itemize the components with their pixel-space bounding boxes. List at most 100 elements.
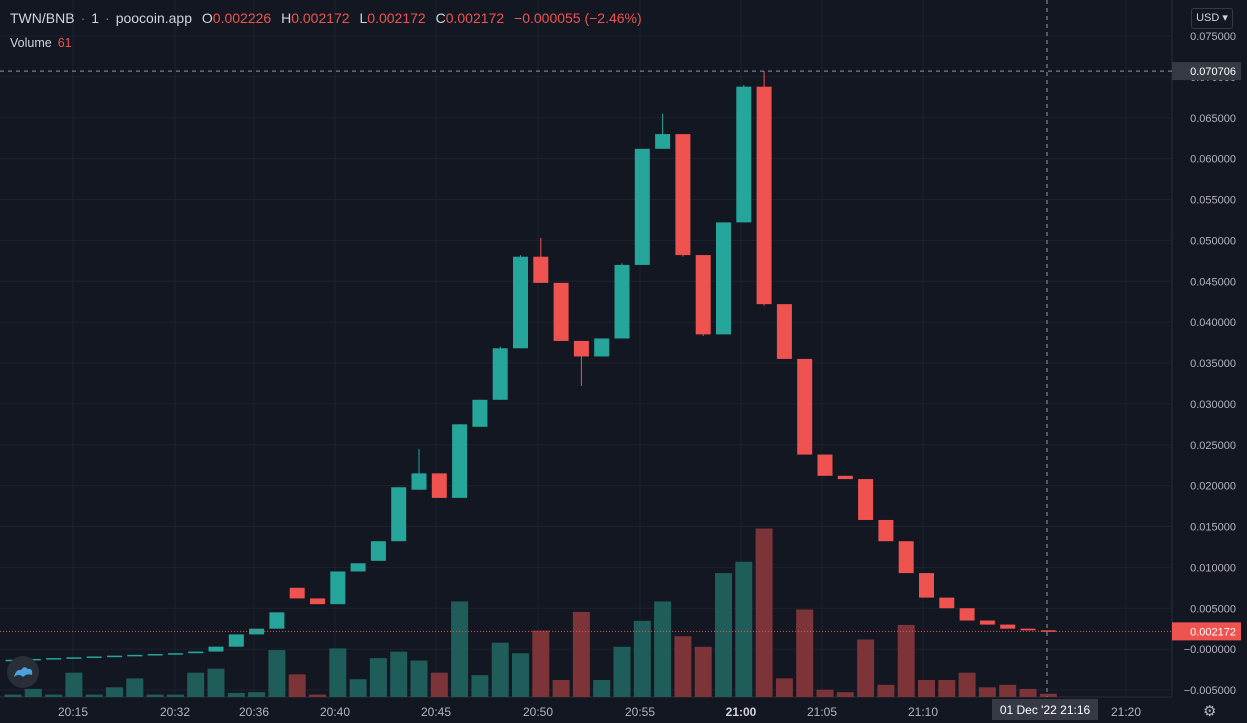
candle-body [817,454,833,476]
volume-value: 61 [57,36,72,50]
volume-bar [633,620,651,697]
volume-bar [1019,688,1037,697]
candle-body [350,563,366,572]
candle-body [533,256,549,283]
candle-body [431,473,447,498]
volume-bar [532,630,550,697]
candle-body [878,519,894,542]
candle-body [634,148,650,265]
currency-selector[interactable]: USD ▾ [1191,8,1233,29]
volume-bar [207,668,225,697]
price-tick-label: 0.045000 [1190,276,1236,288]
volume-bar [349,679,367,697]
candle-body [107,655,122,658]
volume-bar [268,650,286,697]
price-tick-label: 0.005000 [1190,603,1236,615]
volume-legend: Volume 61 [10,36,72,50]
candle-body [655,134,671,149]
candle-body [228,634,244,647]
low-label: L [359,10,368,26]
candle-body [289,587,305,599]
high-value: 0.002172 [291,10,350,26]
volume-bar [654,601,672,697]
candle-body [553,282,569,341]
candle-body [46,658,62,660]
currency-label: USD [1196,12,1220,24]
open-value: 0.002226 [212,10,272,26]
interval-label[interactable]: 1 [91,10,100,26]
volume-bar [999,684,1017,697]
volume-bar [45,694,63,697]
volume-bar [187,672,205,697]
candle-body [472,399,488,427]
candle-body [675,134,691,256]
volume-bar [126,678,144,697]
volume-bar [938,679,956,697]
volume-bar [106,687,123,697]
volume-bar [146,694,164,697]
open-label: O [201,10,213,26]
candle-body [979,620,995,625]
candle-body [594,338,610,357]
candle-body [391,487,407,542]
volume-bar [613,646,631,697]
last-price-tag [1172,622,1241,641]
volume-bar [918,679,935,697]
volume-bar [4,694,22,697]
volume-bar [755,528,773,697]
volume-bar [857,639,875,697]
last-price-label: 0.002172 [1190,626,1236,638]
volume-bar [166,694,184,697]
volume-bar [775,678,793,697]
candle-body [269,612,285,629]
volume-bar [1039,693,1057,697]
volume-bar [836,692,854,697]
candle-body [573,340,589,357]
volume-bar [248,692,266,697]
gear-icon[interactable]: ⚙ [1203,703,1217,720]
volume-bar [572,611,590,697]
price-tick-label: 0.040000 [1190,317,1236,329]
candle-body [188,651,204,654]
volume-label: Volume [10,36,52,50]
poocoin-logo-icon[interactable] [7,656,39,688]
candle-body [858,479,874,520]
volume-bar [85,694,103,697]
crosshair-price-tag [1172,62,1241,81]
crosshair-time-tag [992,699,1098,720]
candle-body [797,358,813,455]
price-tick-label: 0.060000 [1190,154,1236,166]
chevron-down-icon: ▾ [1222,12,1228,24]
close-label: C [435,10,446,26]
symbol-label[interactable]: TWN/BNB [10,10,75,26]
volume-bar [309,694,326,697]
volume-bar [816,689,834,697]
candle-body [837,475,853,480]
volume-bar [958,672,976,697]
volume-bar [735,561,753,697]
candle-body [513,256,528,349]
candle-body [939,597,955,609]
price-tick-label: 0.035000 [1190,358,1236,370]
candle-body [208,646,224,652]
volume-bar [715,573,732,697]
volume-bar [410,660,428,697]
price-tick-label: 0.075000 [1190,31,1236,43]
candle-body [249,628,265,635]
candle-body [614,264,630,339]
candle-body [695,255,711,335]
volume-bar [552,679,570,697]
candle-body [147,654,163,656]
candle-body [310,598,325,605]
source-label: poocoin.app [115,10,192,26]
time-tick-label: 21:10 [908,705,938,719]
time-tick-label: 20:15 [58,705,88,719]
volume-bar [390,651,408,697]
volume-bar [430,672,448,697]
price-tick-label: −0.005000 [1184,685,1236,697]
volume-bar [227,692,245,697]
candle-body [492,348,508,400]
candle-body [1000,624,1016,629]
crosshair-price-label: 0.070706 [1190,66,1236,78]
